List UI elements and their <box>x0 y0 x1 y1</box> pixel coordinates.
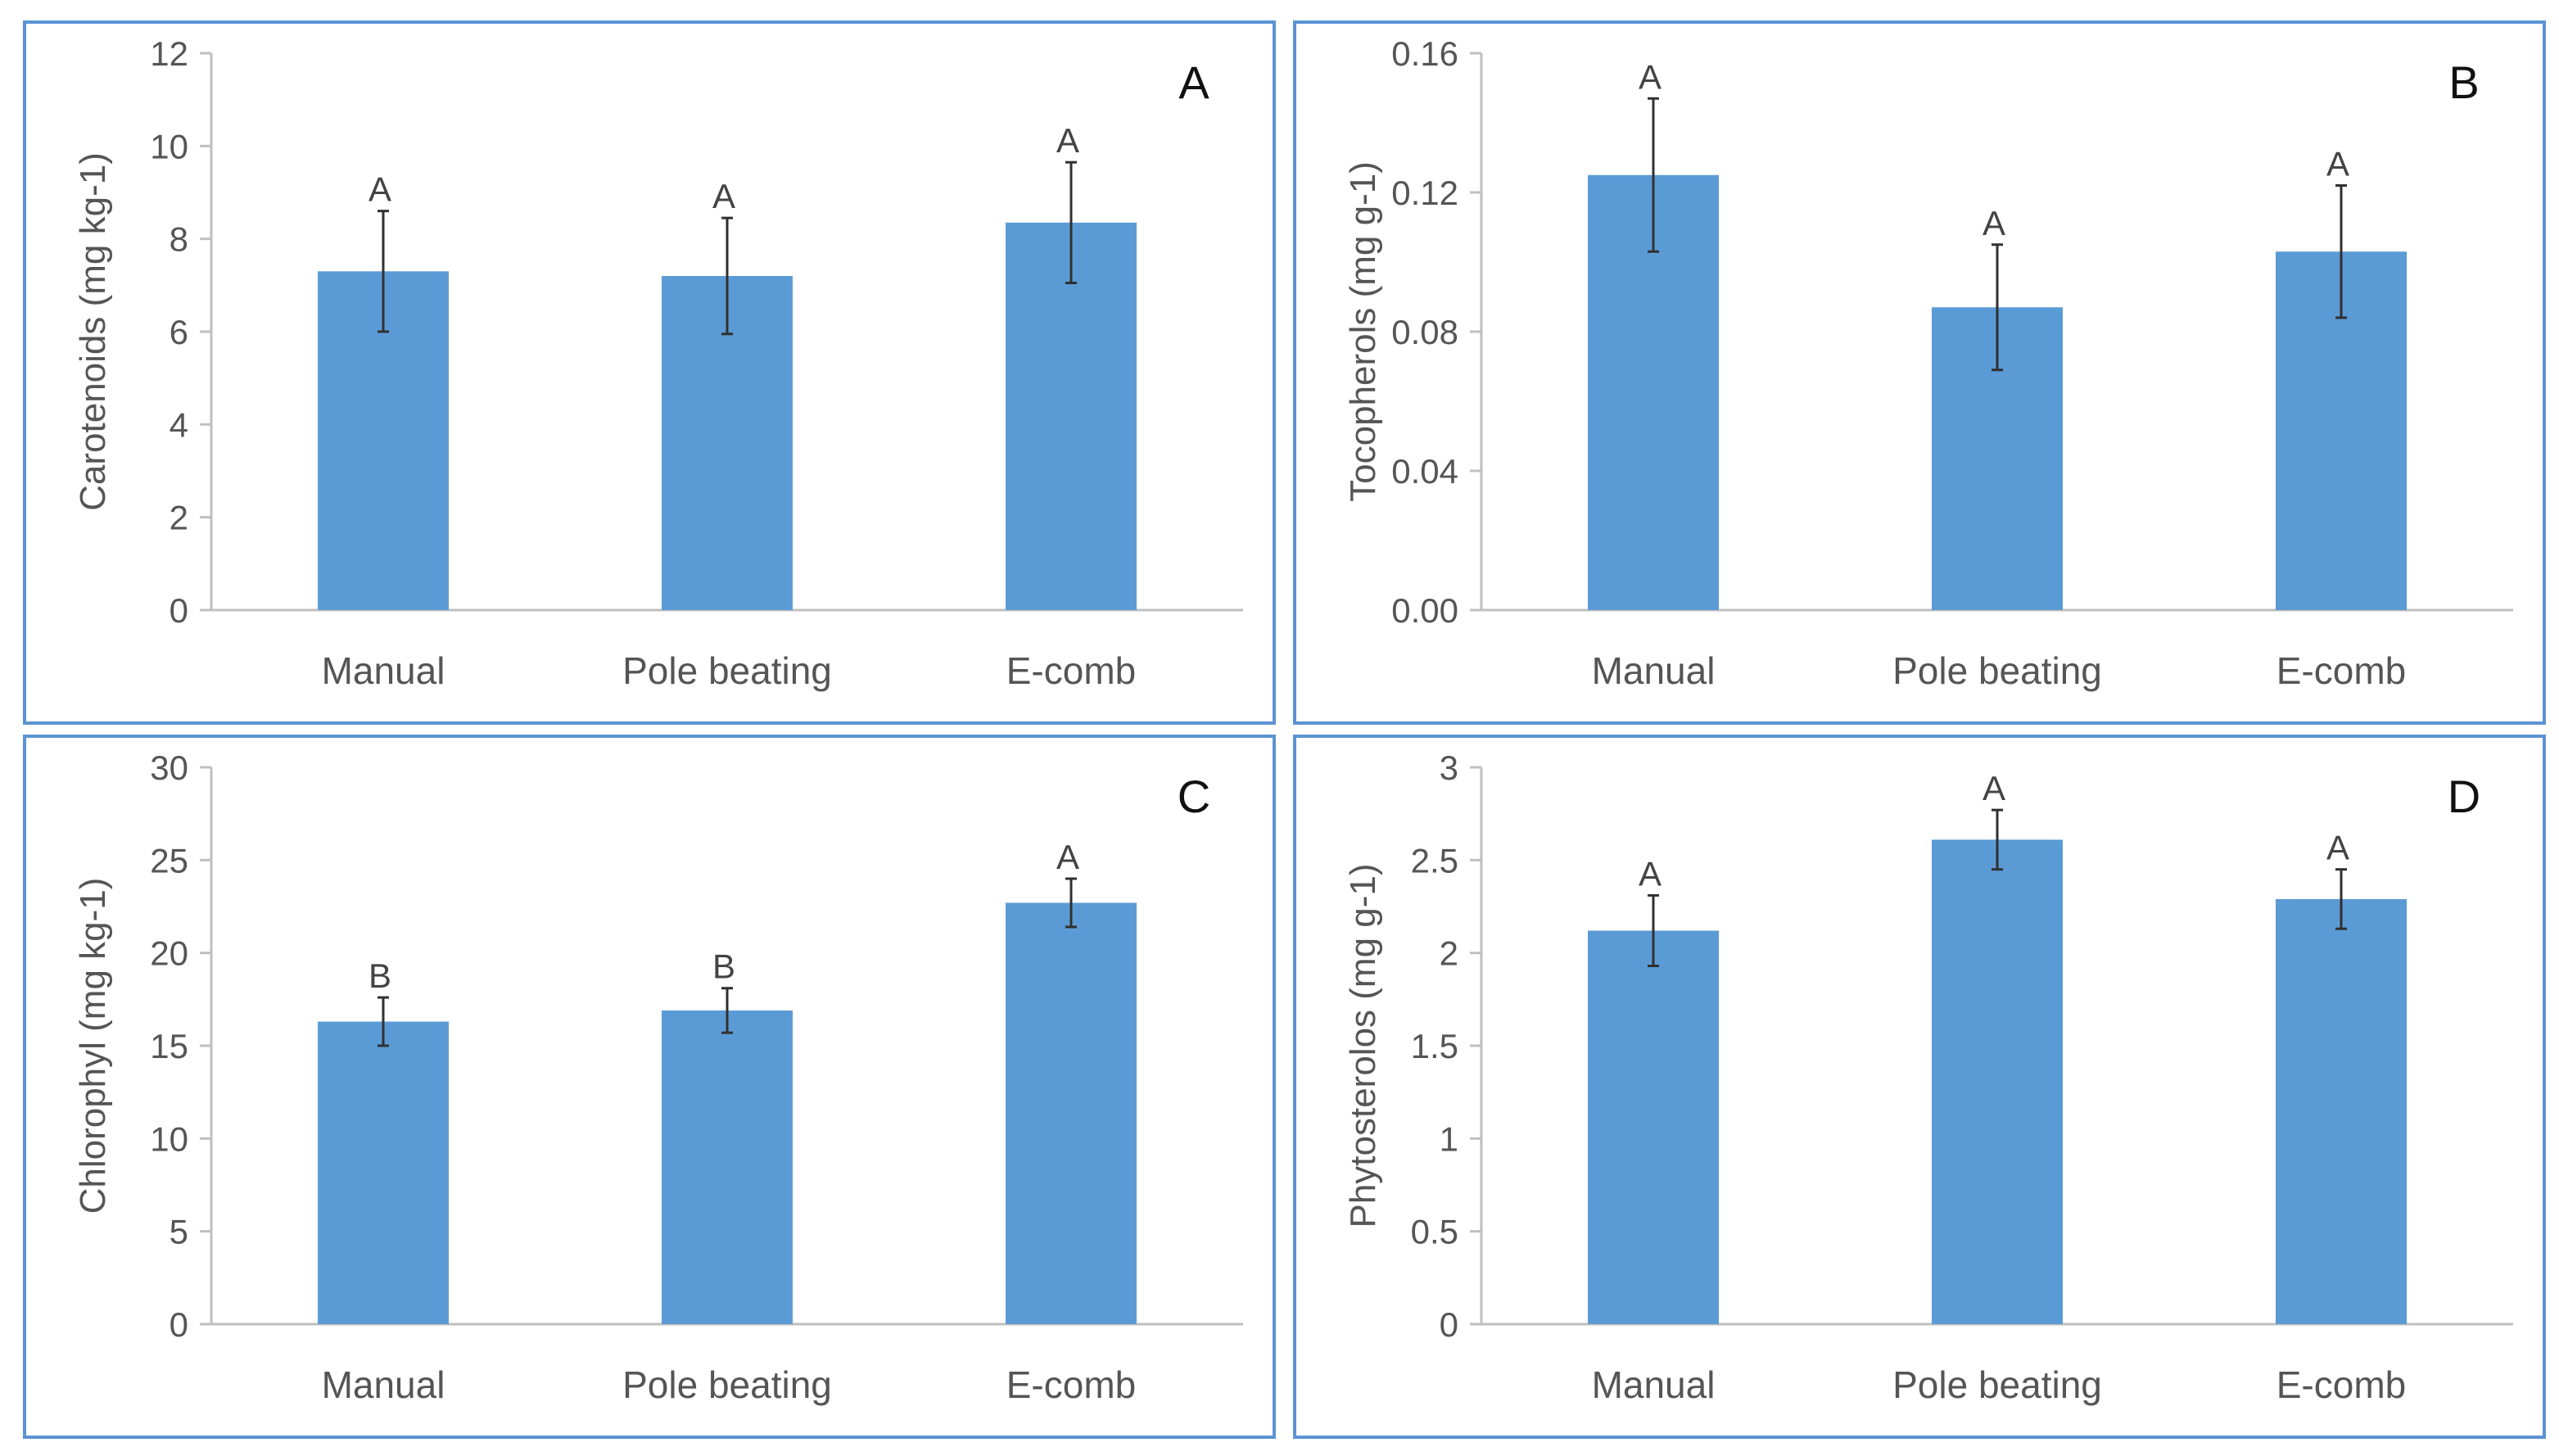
y-axis-label: Phytosterolos (mg g-1) <box>1343 863 1383 1228</box>
y-axis-label: Carotenoids (mg kg-1) <box>73 152 113 511</box>
y-tick-label: 15 <box>150 1027 188 1065</box>
y-axis-label: Chlorophyl (mg kg-1) <box>73 878 113 1214</box>
bar <box>2276 898 2407 1324</box>
y-tick-label: 0.08 <box>1391 313 1458 351</box>
x-category-label: Manual <box>322 649 445 692</box>
y-tick-label: 10 <box>150 127 188 165</box>
y-tick-label: 2 <box>1440 934 1458 973</box>
x-category-label: Pole beating <box>622 649 832 692</box>
x-category-label: Pole beating <box>622 1363 832 1406</box>
y-tick-label: 2 <box>170 499 188 537</box>
y-tick-label: 4 <box>170 405 188 444</box>
significance-label: A <box>2326 145 2349 183</box>
y-tick-label: 2.5 <box>1411 841 1458 879</box>
x-category-label: E-comb <box>2276 1363 2406 1406</box>
significance-label: B <box>712 947 735 986</box>
y-tick-label: 20 <box>150 934 188 973</box>
y-tick-label: 3 <box>1440 748 1458 787</box>
y-tick-label: 0 <box>170 591 188 630</box>
significance-label: A <box>2326 829 2349 867</box>
chart-chlorophyl: 0 5 10 15 20 25 30 Chlorophyl (mg kg-1) C B Manual… <box>23 735 1276 1439</box>
panel-label: C <box>1178 771 1210 822</box>
y-tick-label: 6 <box>170 313 188 351</box>
x-category-label: Manual <box>1592 1363 1716 1406</box>
chart-tocopherols: 0.00 0.04 0.08 0.12 0.16 Tocopherols (mg g-1)… <box>1293 20 2546 725</box>
panel-label: D <box>2448 771 2480 822</box>
significance-label: A <box>1056 121 1079 160</box>
y-tick-label: 5 <box>170 1213 188 1251</box>
chart-carotenoids: 0 2 4 6 8 10 12 Carotenoids (mg kg-1) A A Manual A P… <box>23 20 1276 725</box>
y-tick-label: 10 <box>150 1119 188 1158</box>
significance-label: A <box>712 177 735 215</box>
y-tick-label: 0.16 <box>1391 34 1458 73</box>
y-tick-label: 0 <box>170 1305 188 1344</box>
y-tick-label: 0 <box>1440 1305 1458 1344</box>
panel-label: A <box>1178 57 1209 108</box>
y-axis-label: Tocopherols (mg g-1) <box>1343 161 1383 502</box>
y-tick-label: 30 <box>150 748 188 787</box>
bar <box>318 1021 449 1324</box>
significance-label: A <box>1639 57 1662 96</box>
x-category-label: E-comb <box>1006 1363 1136 1406</box>
x-category-label: Manual <box>322 1363 445 1406</box>
y-tick-label: 0.00 <box>1391 591 1458 630</box>
x-category-label: Pole beating <box>1892 1363 2102 1406</box>
panel-label: B <box>2448 57 2479 108</box>
chart-phytosterolos: 0 0.5 1 1.5 2 2.5 3 Phytosterolos (mg g-1) D A Man… <box>1293 735 2546 1439</box>
y-tick-label: 25 <box>150 841 188 879</box>
x-category-label: Pole beating <box>1892 649 2102 692</box>
significance-label: A <box>1639 854 1662 893</box>
significance-label: A <box>1983 769 2005 807</box>
bar <box>1932 839 2063 1324</box>
significance-label: B <box>368 956 391 995</box>
bar <box>662 1010 793 1324</box>
x-category-label: E-comb <box>2276 649 2406 692</box>
y-tick-label: 0.04 <box>1391 452 1458 491</box>
y-tick-label: 1.5 <box>1411 1027 1458 1065</box>
significance-label: A <box>1056 838 1079 876</box>
significance-label: A <box>1983 204 2005 242</box>
y-tick-label: 12 <box>150 34 188 73</box>
significance-label: A <box>368 170 391 209</box>
y-tick-label: 0.12 <box>1391 174 1458 212</box>
bar <box>1588 930 1719 1324</box>
y-tick-label: 1 <box>1440 1119 1458 1158</box>
bar <box>1006 902 1137 1324</box>
y-tick-label: 8 <box>170 220 188 259</box>
bar <box>1006 222 1137 610</box>
y-tick-label: 0.5 <box>1411 1213 1458 1251</box>
x-category-label: E-comb <box>1006 649 1136 692</box>
x-category-label: Manual <box>1592 649 1716 692</box>
